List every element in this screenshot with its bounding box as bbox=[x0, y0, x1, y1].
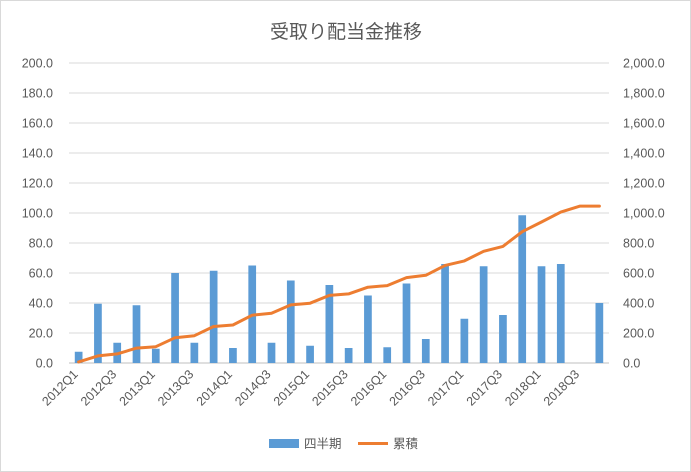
right-axis-tick-label: 1,800.0 bbox=[623, 87, 665, 101]
gridlines bbox=[69, 62, 609, 364]
x-axis-tick-label: 2014Q1 bbox=[194, 367, 235, 408]
bar bbox=[595, 303, 604, 363]
right-axis-tick-label: 200.0 bbox=[623, 327, 654, 341]
x-axis-tick-label: 2013Q3 bbox=[155, 367, 196, 408]
left-axis-tick-label: 100.0 bbox=[22, 207, 53, 221]
bar bbox=[151, 348, 160, 363]
x-axis: 2012Q12012Q32013Q12013Q32014Q12014Q32015… bbox=[39, 367, 582, 408]
right-axis-tick-label: 1,000.0 bbox=[623, 207, 665, 221]
x-axis-tick-label: 2015Q1 bbox=[271, 367, 312, 408]
left-axis-tick-label: 80.0 bbox=[29, 237, 53, 251]
x-axis-tick-label: 2012Q1 bbox=[39, 367, 80, 408]
right-axis-tick-label: 600.0 bbox=[623, 267, 654, 281]
bar-series bbox=[74, 215, 604, 363]
left-axis-tick-label: 60.0 bbox=[29, 267, 53, 281]
left-axis-tick-label: 140.0 bbox=[22, 147, 53, 161]
bar bbox=[209, 270, 218, 363]
bar bbox=[556, 264, 565, 363]
right-axis-tick-label: 1,400.0 bbox=[623, 147, 665, 161]
right-axis-tick-label: 800.0 bbox=[623, 237, 654, 251]
left-axis-tick-label: 20.0 bbox=[29, 327, 53, 341]
bar bbox=[94, 303, 102, 363]
left-axis-tick-label: 200.0 bbox=[22, 57, 53, 71]
right-axis-tick-label: 2,000.0 bbox=[623, 57, 665, 71]
bar bbox=[402, 283, 411, 363]
bar bbox=[132, 305, 141, 363]
bar bbox=[421, 339, 430, 363]
bar bbox=[460, 318, 469, 363]
x-axis-tick-label: 2016Q3 bbox=[387, 367, 428, 408]
x-axis-tick-label: 2012Q3 bbox=[78, 367, 119, 408]
bar bbox=[286, 280, 295, 363]
bar bbox=[518, 215, 527, 363]
x-axis-tick-label: 2018Q3 bbox=[541, 367, 582, 408]
bar bbox=[229, 348, 237, 363]
bar bbox=[74, 351, 83, 363]
x-axis-tick-label: 2015Q3 bbox=[309, 367, 350, 408]
legend-label-quarterly: 四半期 bbox=[304, 436, 342, 451]
right-axis-tick-label: 1,600.0 bbox=[623, 117, 665, 131]
bar bbox=[441, 264, 449, 363]
left-axis-tick-label: 0.0 bbox=[36, 357, 53, 371]
legend-label-cumulative: 累積 bbox=[393, 436, 419, 451]
x-axis-tick-label: 2013Q1 bbox=[117, 367, 158, 408]
legend-swatch-quarterly bbox=[269, 439, 299, 448]
bar bbox=[306, 345, 314, 363]
bar bbox=[479, 266, 488, 363]
x-axis-tick-label: 2014Q3 bbox=[232, 367, 273, 408]
left-axis: 0.0 20.0 40.0 60.0 80.0 100.0 120.0 140.0 160.0 1… bbox=[22, 57, 53, 371]
right-axis-tick-label: 0.0 bbox=[623, 357, 640, 371]
x-axis-tick-label: 2017Q1 bbox=[425, 367, 466, 408]
legend: 四半期 累積 bbox=[269, 436, 419, 451]
bar bbox=[171, 273, 179, 363]
bar bbox=[190, 342, 199, 363]
bar bbox=[364, 295, 372, 363]
bar bbox=[267, 342, 276, 363]
x-axis-tick-label: 2016Q1 bbox=[348, 367, 389, 408]
bar bbox=[537, 266, 546, 363]
cumulative-line bbox=[77, 204, 601, 364]
chart-title: 受取り配当金推移 bbox=[270, 21, 422, 43]
right-axis-tick-label: 400.0 bbox=[623, 297, 654, 311]
left-axis-tick-label: 120.0 bbox=[22, 177, 53, 191]
x-axis-tick-label: 2018Q1 bbox=[502, 367, 543, 408]
bar bbox=[383, 347, 392, 363]
left-axis-tick-label: 180.0 bbox=[22, 87, 53, 101]
right-axis-tick-label: 1,200.0 bbox=[623, 177, 665, 191]
bar bbox=[499, 315, 507, 363]
line-series bbox=[77, 204, 601, 364]
bar bbox=[344, 348, 353, 363]
left-axis-tick-label: 40.0 bbox=[29, 297, 53, 311]
right-axis: 0.0 200.0 400.0 600.0 800.0 1,000.0 1,200.0 1,4… bbox=[623, 57, 665, 371]
x-axis-tick-label: 2017Q3 bbox=[464, 367, 505, 408]
left-axis-tick-label: 160.0 bbox=[22, 117, 53, 131]
bar bbox=[325, 285, 334, 363]
